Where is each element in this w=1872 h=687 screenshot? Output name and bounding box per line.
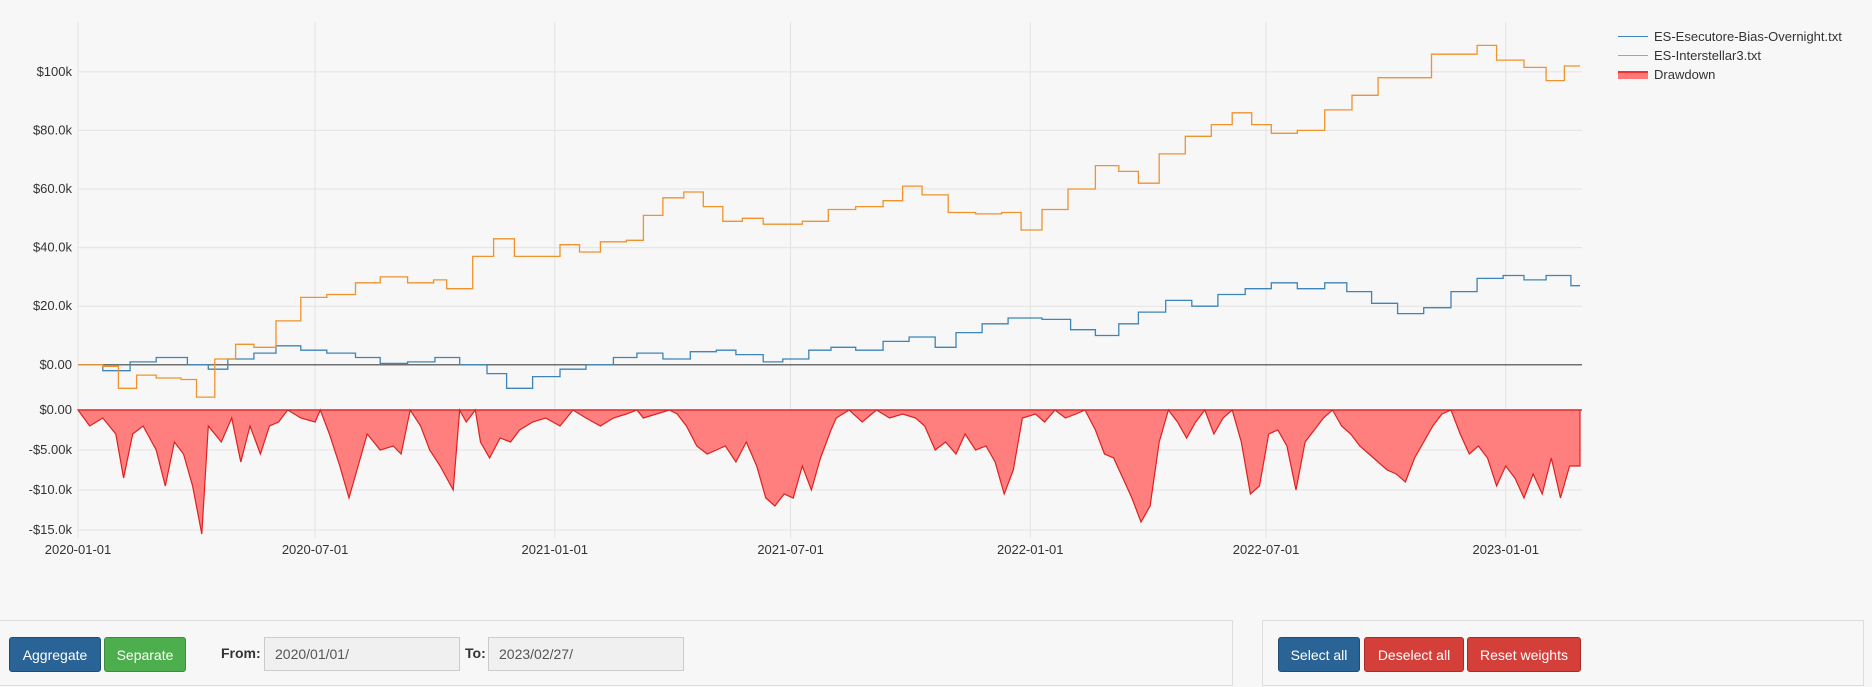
legend-label-interstellar: ES-Interstellar3.txt (1654, 48, 1761, 63)
grid-layer (77, 22, 1582, 538)
legend-item-interstellar[interactable]: ES-Interstellar3.txt (1618, 46, 1842, 65)
to-label: To: (465, 645, 486, 661)
series-line-interstellar (78, 44, 1580, 398)
x-tick-label: 2020-07-01 (282, 542, 349, 557)
x-tick-label: 2020-01-01 (45, 542, 112, 557)
x-tick-label: 2021-07-01 (757, 542, 824, 557)
series-line-esecutore (78, 274, 1580, 389)
legend-swatch-esecutore (1618, 36, 1648, 37)
to-date-input[interactable]: 2023/02/27/ (488, 637, 684, 671)
equity-y-tick-label: $100k (37, 64, 73, 79)
series-layer (78, 44, 1580, 398)
from-date-input[interactable]: 2020/01/01/ (264, 637, 460, 671)
x-tick-label: 2021-01-01 (522, 542, 589, 557)
drawdown-y-tick-label: $0.00 (39, 402, 72, 417)
from-label: From: (221, 645, 261, 661)
equity-y-tick-label: $0.00 (39, 357, 72, 372)
aggregate-button[interactable]: Aggregate (9, 637, 101, 672)
drawdown-area (76, 407, 1581, 535)
legend-swatch-drawdown (1618, 70, 1648, 79)
separate-button[interactable]: Separate (104, 637, 186, 672)
legend-label-esecutore: ES-Esecutore-Bias-Overnight.txt (1654, 29, 1842, 44)
equity-y-tick-label: $40.0k (33, 240, 73, 255)
x-tick-label: 2023-01-01 (1472, 542, 1539, 557)
drawdown-y-tick-label: -$10.0k (29, 482, 73, 497)
legend-item-drawdown[interactable]: Drawdown (1618, 65, 1842, 84)
select-all-button[interactable]: Select all (1278, 637, 1360, 672)
drawdown-y-tick-label: -$15.0k (29, 522, 73, 537)
chart-legend: ES-Esecutore-Bias-Overnight.txt ES-Inter… (1618, 27, 1842, 84)
x-tick-label: 2022-07-01 (1233, 542, 1300, 557)
x-tick-label: 2022-01-01 (997, 542, 1064, 557)
reset-weights-button[interactable]: Reset weights (1467, 637, 1581, 672)
drawdown-y-tick-label: -$5.00k (29, 442, 73, 457)
equity-y-tick-label: $80.0k (33, 122, 73, 137)
legend-swatch-interstellar (1618, 55, 1648, 56)
legend-item-esecutore[interactable]: ES-Esecutore-Bias-Overnight.txt (1618, 27, 1842, 46)
axis-layer: 2020-01-01 2020-07-01 2021-01-01 2021-07-01… (29, 64, 1539, 557)
deselect-all-button[interactable]: Deselect all (1364, 637, 1464, 672)
legend-label-drawdown: Drawdown (1654, 67, 1716, 82)
drawdown-layer (76, 407, 1581, 535)
equity-y-tick-label: $60.0k (33, 181, 73, 196)
equity-y-tick-label: $20.0k (33, 298, 73, 313)
